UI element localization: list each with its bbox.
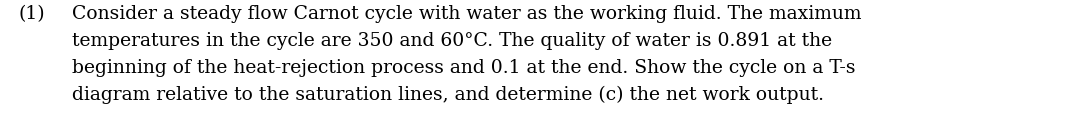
Text: temperatures in the cycle are 350 and 60°C. The quality of water is 0.891 at the: temperatures in the cycle are 350 and 60… — [72, 32, 832, 50]
Text: beginning of the heat-rejection process and 0.1 at the end. Show the cycle on a : beginning of the heat-rejection process … — [72, 59, 855, 77]
Text: (1): (1) — [18, 5, 44, 23]
Text: Consider a steady flow Carnot cycle with water as the working fluid. The maximum: Consider a steady flow Carnot cycle with… — [72, 5, 862, 23]
Text: diagram relative to the saturation lines, and determine (c) the net work output.: diagram relative to the saturation lines… — [72, 86, 824, 104]
